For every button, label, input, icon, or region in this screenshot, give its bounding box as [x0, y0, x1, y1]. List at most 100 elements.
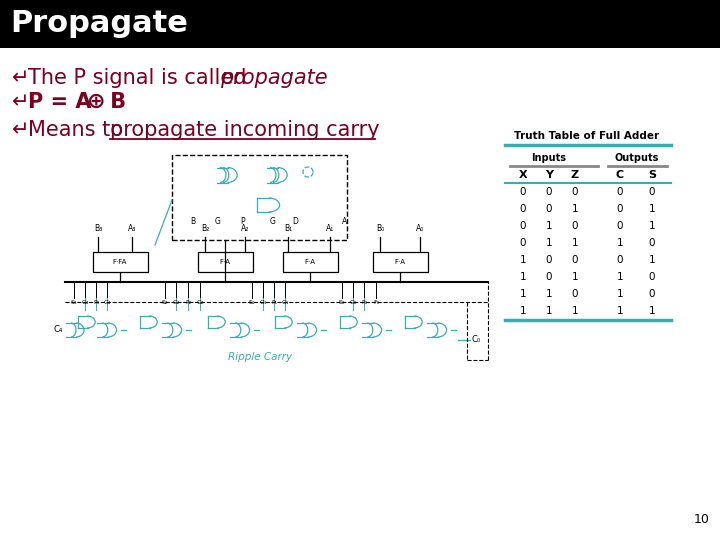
- Text: 0: 0: [520, 187, 526, 197]
- Text: 0: 0: [617, 255, 624, 265]
- Bar: [172, 155, 347, 240]
- Text: 0: 0: [572, 289, 578, 299]
- Text: B₃: B₃: [94, 224, 102, 233]
- Text: Means to: Means to: [28, 120, 130, 140]
- Text: 1: 1: [546, 238, 552, 248]
- Text: B₀: B₀: [376, 224, 384, 233]
- Text: 0: 0: [617, 204, 624, 214]
- Text: 0: 0: [649, 289, 655, 299]
- Text: S₁: S₁: [249, 300, 255, 305]
- Text: 0: 0: [649, 272, 655, 282]
- Text: C₄: C₄: [53, 326, 63, 334]
- Text: A: A: [343, 218, 348, 226]
- Text: A₁: A₁: [326, 224, 334, 233]
- Text: Propagate: Propagate: [10, 10, 188, 38]
- Text: 1: 1: [617, 289, 624, 299]
- Text: ⊕: ⊕: [87, 92, 106, 112]
- Text: P₀: P₀: [361, 300, 367, 305]
- Text: Truth Table of Full Adder: Truth Table of Full Adder: [514, 131, 660, 141]
- Text: 1: 1: [649, 221, 655, 231]
- Text: 1: 1: [649, 306, 655, 316]
- Text: 0: 0: [546, 204, 552, 214]
- Text: C: C: [616, 170, 624, 180]
- Text: S₀: S₀: [339, 300, 345, 305]
- Text: 1: 1: [546, 289, 552, 299]
- Text: 0: 0: [572, 187, 578, 197]
- Text: G: G: [270, 218, 276, 226]
- Text: B: B: [103, 92, 126, 112]
- Text: 1: 1: [617, 272, 624, 282]
- Text: 1: 1: [572, 204, 578, 214]
- Text: F₀: F₀: [373, 300, 379, 305]
- Text: P₁: P₁: [271, 300, 277, 305]
- Text: G₁: G₁: [282, 300, 289, 305]
- Text: The P signal is called: The P signal is called: [28, 68, 253, 88]
- Text: 1: 1: [572, 238, 578, 248]
- Text: G₀: G₀: [349, 300, 356, 305]
- Text: S₂: S₂: [162, 300, 168, 305]
- Text: 0: 0: [572, 255, 578, 265]
- Text: 1: 1: [520, 289, 526, 299]
- Text: S₃: S₃: [71, 300, 77, 305]
- Text: 0: 0: [572, 221, 578, 231]
- Text: 0: 0: [649, 238, 655, 248]
- Text: A₃: A₃: [128, 224, 136, 233]
- Text: B₂: B₂: [201, 224, 209, 233]
- Text: X: X: [518, 170, 527, 180]
- Text: B: B: [190, 218, 196, 226]
- Text: 1: 1: [572, 306, 578, 316]
- Text: A₀: A₀: [416, 224, 424, 233]
- Text: G₃: G₃: [103, 300, 111, 305]
- Text: Y: Y: [545, 170, 553, 180]
- Text: F·FA: F·FA: [113, 259, 127, 265]
- Text: C₀: C₀: [472, 335, 481, 345]
- Text: Ripple Carry: Ripple Carry: [228, 352, 292, 362]
- Text: 0: 0: [617, 187, 624, 197]
- Text: ↵: ↵: [12, 92, 30, 112]
- Bar: [197, 252, 253, 272]
- Text: 0: 0: [520, 204, 526, 214]
- Bar: [0, 0, 720, 48]
- Text: 0: 0: [520, 221, 526, 231]
- Text: 1: 1: [520, 255, 526, 265]
- Text: G₁: G₁: [259, 300, 266, 305]
- Text: 10: 10: [694, 513, 710, 526]
- Text: G₂: G₂: [172, 300, 180, 305]
- Text: Z: Z: [571, 170, 579, 180]
- Text: P₃: P₃: [93, 300, 99, 305]
- Text: 1: 1: [520, 272, 526, 282]
- Bar: [372, 252, 428, 272]
- Text: propagate incoming carry: propagate incoming carry: [110, 120, 379, 140]
- Text: A₂: A₂: [240, 224, 249, 233]
- Text: 1: 1: [649, 204, 655, 214]
- Text: G₂: G₂: [197, 300, 204, 305]
- Text: F·A: F·A: [305, 259, 315, 265]
- Text: P = A: P = A: [28, 92, 99, 112]
- Text: Outputs: Outputs: [615, 153, 660, 163]
- Text: 1: 1: [649, 255, 655, 265]
- Text: F·A: F·A: [395, 259, 405, 265]
- Text: ↵: ↵: [12, 68, 30, 88]
- Text: S: S: [648, 170, 656, 180]
- Text: 0: 0: [520, 238, 526, 248]
- Text: 0: 0: [649, 187, 655, 197]
- Text: 1: 1: [520, 306, 526, 316]
- Text: 1: 1: [617, 238, 624, 248]
- Text: 1: 1: [617, 306, 624, 316]
- Text: 0: 0: [617, 221, 624, 231]
- Text: P: P: [240, 218, 246, 226]
- Text: 1: 1: [546, 221, 552, 231]
- Text: 1: 1: [572, 272, 578, 282]
- Bar: [282, 252, 338, 272]
- Bar: [92, 252, 148, 272]
- Text: G₃: G₃: [81, 300, 89, 305]
- Text: 0: 0: [546, 187, 552, 197]
- Text: D: D: [292, 218, 298, 226]
- Text: 0: 0: [546, 272, 552, 282]
- Text: 0: 0: [546, 255, 552, 265]
- Text: propagate: propagate: [220, 68, 328, 88]
- Text: Inputs: Inputs: [531, 153, 567, 163]
- Text: 1: 1: [546, 306, 552, 316]
- Text: P₂: P₂: [185, 300, 191, 305]
- Text: G: G: [215, 218, 221, 226]
